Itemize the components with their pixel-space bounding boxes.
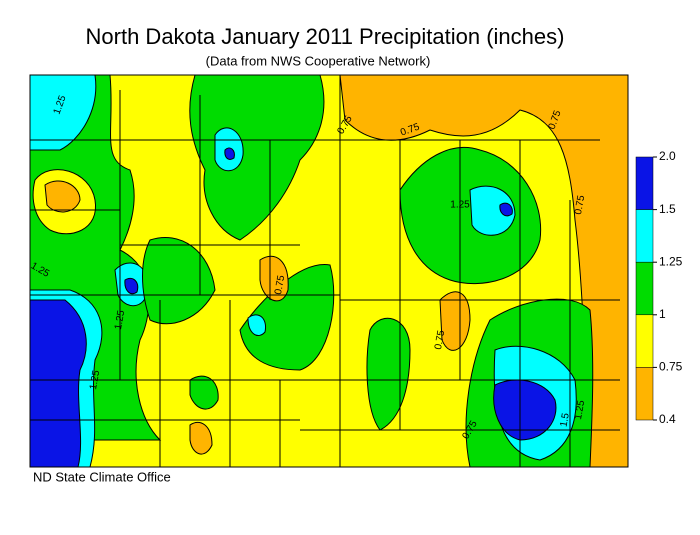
title: North Dakota January 2011 Precipitation … — [86, 24, 565, 49]
contour-label: 1.25 — [88, 369, 102, 391]
credit: ND State Climate Office — [33, 469, 171, 484]
legend-swatch — [635, 314, 654, 368]
contour-label: 0.75 — [573, 194, 587, 216]
contour-label: 1.25 — [450, 200, 470, 211]
legend-label: 1.5 — [659, 202, 676, 216]
legend-label: 0.4 — [659, 412, 676, 426]
contour-label: 1.5 — [559, 412, 572, 428]
legend-swatch — [635, 156, 654, 210]
legend-label: 1.25 — [659, 254, 683, 268]
legend-label: 2.0 — [659, 149, 676, 163]
contour-label: 0.75 — [273, 274, 287, 296]
legend-swatch — [635, 209, 654, 263]
legend: 2.0 1.5 1.25 1 0.75 0.4 — [635, 149, 683, 426]
subtitle: (Data from NWS Cooperative Network) — [206, 53, 431, 68]
legend-label: 1 — [659, 307, 666, 321]
legend-swatch — [635, 261, 654, 316]
contour-label: 0.75 — [433, 329, 447, 351]
contour-label: 1.25 — [573, 399, 587, 421]
legend-swatch — [635, 367, 654, 421]
contour-label: 1.25 — [113, 309, 127, 331]
map — [29, 74, 629, 468]
legend-label: 0.75 — [659, 360, 683, 374]
